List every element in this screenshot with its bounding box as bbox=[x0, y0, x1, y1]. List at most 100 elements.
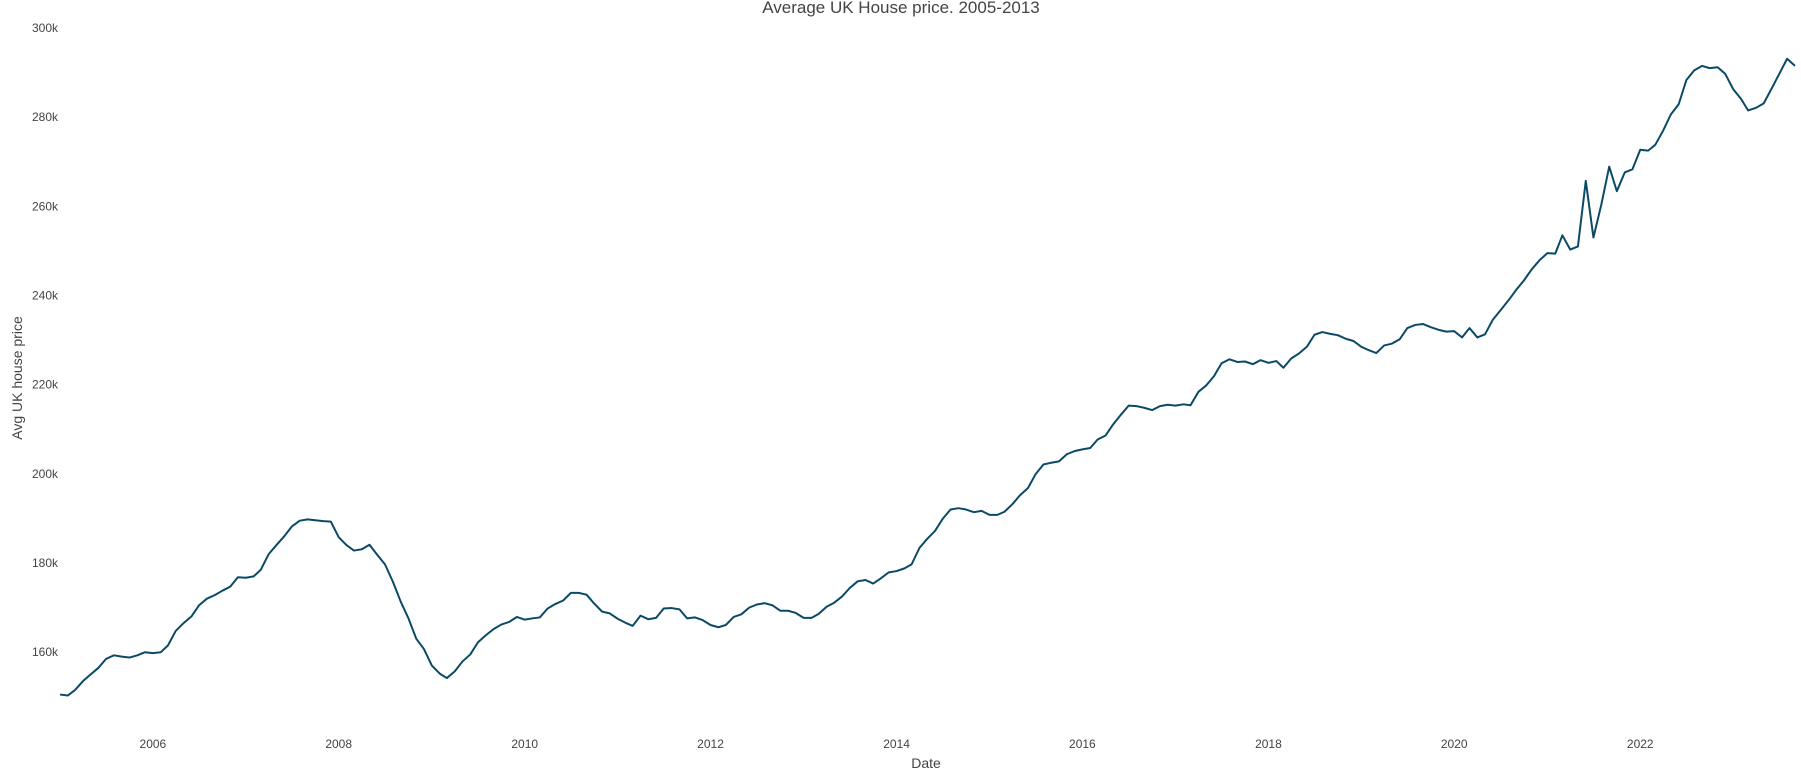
y-tick-label: 160k bbox=[32, 645, 59, 659]
data-point bbox=[1267, 362, 1269, 364]
data-point bbox=[59, 694, 61, 696]
data-point bbox=[1453, 330, 1455, 332]
data-point bbox=[570, 592, 572, 594]
data-point bbox=[1492, 319, 1494, 321]
data-point bbox=[1175, 405, 1177, 407]
data-point bbox=[1732, 88, 1734, 90]
data-point bbox=[811, 617, 813, 619]
data-point bbox=[1794, 65, 1796, 67]
x-axis: 2006 2008 2010 2012 2014 2016 2018 2020 2022 bbox=[140, 737, 1654, 751]
data-point bbox=[1352, 340, 1354, 342]
data-point bbox=[717, 626, 719, 628]
data-point bbox=[593, 603, 595, 605]
data-point bbox=[1747, 109, 1749, 111]
data-point bbox=[361, 548, 363, 550]
data-point bbox=[1500, 309, 1502, 311]
data-point bbox=[275, 544, 277, 546]
data-point bbox=[182, 622, 184, 624]
data-point bbox=[841, 595, 843, 597]
data-point bbox=[1438, 329, 1440, 331]
data-point bbox=[260, 569, 262, 571]
data-point bbox=[733, 616, 735, 618]
data-point bbox=[1678, 103, 1680, 105]
data-point bbox=[562, 599, 564, 601]
data-point bbox=[918, 547, 920, 549]
data-point bbox=[1771, 88, 1773, 90]
x-tick-label: 2006 bbox=[140, 737, 167, 751]
data-point bbox=[1290, 357, 1292, 359]
data-point bbox=[346, 544, 348, 546]
data-point bbox=[1399, 338, 1401, 340]
data-point bbox=[547, 608, 549, 610]
data-point bbox=[632, 625, 634, 627]
data-point bbox=[1105, 435, 1107, 437]
data-point bbox=[888, 571, 890, 573]
data-point bbox=[1554, 253, 1556, 255]
data-point bbox=[508, 621, 510, 623]
data-point bbox=[1616, 190, 1618, 192]
y-axis-title: Avg UK house price bbox=[9, 316, 25, 440]
data-point bbox=[1569, 249, 1571, 251]
data-point bbox=[330, 521, 332, 523]
data-point bbox=[206, 598, 208, 600]
data-point bbox=[1221, 362, 1223, 364]
data-point bbox=[1608, 166, 1610, 168]
data-point bbox=[400, 601, 402, 603]
data-point bbox=[926, 538, 928, 540]
data-point bbox=[1011, 503, 1013, 505]
y-tick-label: 240k bbox=[32, 289, 59, 303]
data-point bbox=[500, 624, 502, 626]
data-point bbox=[1670, 114, 1672, 116]
data-point bbox=[221, 590, 223, 592]
x-tick-label: 2014 bbox=[883, 737, 910, 751]
data-point bbox=[1159, 405, 1161, 407]
data-point bbox=[601, 611, 603, 613]
data-point bbox=[748, 607, 750, 609]
data-point bbox=[532, 617, 534, 619]
data-point bbox=[1693, 69, 1695, 71]
data-point bbox=[105, 658, 107, 660]
data-point bbox=[1058, 460, 1060, 462]
data-point bbox=[1275, 360, 1277, 362]
data-point bbox=[625, 622, 627, 624]
data-point bbox=[1120, 414, 1122, 416]
data-point bbox=[1321, 331, 1323, 333]
data-point bbox=[1592, 237, 1594, 239]
data-point bbox=[702, 619, 704, 621]
data-point bbox=[376, 554, 378, 556]
y-tick-label: 200k bbox=[32, 467, 59, 481]
data-point bbox=[957, 507, 959, 509]
data-point bbox=[1228, 358, 1230, 360]
data-point bbox=[1724, 73, 1726, 75]
data-point bbox=[291, 525, 293, 527]
data-point bbox=[1375, 352, 1377, 354]
data-point bbox=[1763, 102, 1765, 104]
data-point bbox=[1050, 462, 1052, 464]
y-axis: 160k 180k 200k 220k 240k 260k 280k 300k bbox=[32, 21, 59, 659]
data-point bbox=[353, 550, 355, 552]
data-point bbox=[1600, 204, 1602, 206]
data-point bbox=[1019, 494, 1021, 496]
data-point bbox=[214, 594, 216, 596]
price-series-line bbox=[59, 57, 1796, 697]
data-point bbox=[461, 661, 463, 663]
data-point bbox=[539, 616, 541, 618]
data-point bbox=[1523, 279, 1525, 281]
data-point bbox=[942, 518, 944, 520]
data-point bbox=[787, 610, 789, 612]
data-point bbox=[1461, 336, 1463, 338]
data-point bbox=[1468, 327, 1470, 329]
y-tick-label: 300k bbox=[32, 21, 59, 35]
data-point bbox=[113, 654, 115, 656]
data-point bbox=[554, 603, 556, 605]
data-point bbox=[586, 594, 588, 596]
data-point bbox=[1709, 67, 1711, 69]
data-point bbox=[121, 656, 123, 658]
data-point bbox=[1003, 511, 1005, 513]
data-point bbox=[128, 657, 130, 659]
data-point bbox=[136, 654, 138, 656]
y-tick-label: 260k bbox=[32, 199, 59, 213]
data-point bbox=[1585, 180, 1587, 182]
data-point bbox=[764, 602, 766, 604]
data-point bbox=[1414, 324, 1416, 326]
